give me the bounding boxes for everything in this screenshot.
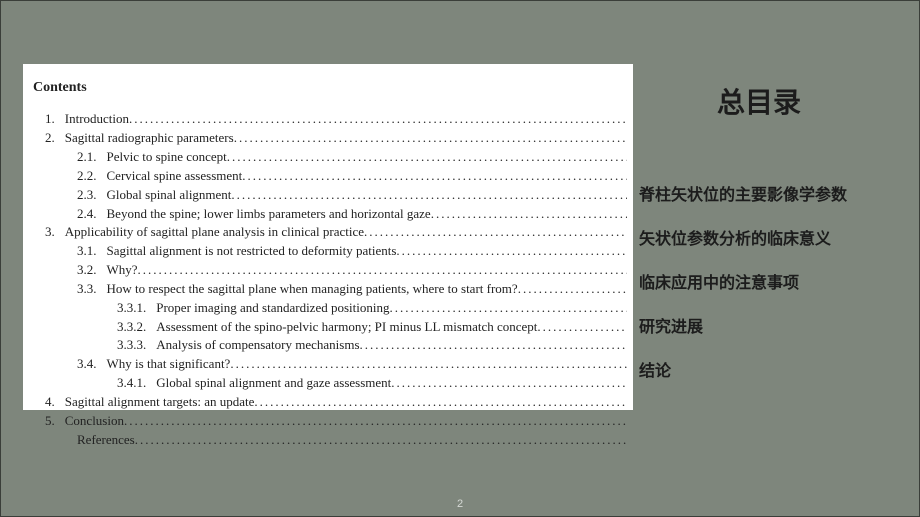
toc-text: Pelvic to spine concept [107, 148, 227, 167]
toc-leader [360, 336, 627, 355]
toc-text: Proper imaging and standardized position… [156, 299, 389, 318]
toc-row: 3.2. Why? [29, 261, 627, 280]
toc-row: 3.1. Sagittal alignment is not restricted… [29, 242, 627, 261]
toc-row: 2.4. Beyond the spine; lower limbs parame… [29, 205, 627, 224]
toc-text: Beyond the spine; lower limbs parameters… [107, 205, 431, 224]
toc-number: 2. [45, 129, 55, 148]
toc-leader [518, 280, 627, 299]
toc-row: 3.4.1. Global spinal alignment and gaze a… [29, 374, 627, 393]
toc-row: 2.3. Global spinal alignment [29, 186, 627, 205]
toc-leader [138, 261, 627, 280]
toc-text: Introduction [65, 110, 129, 129]
toc-number: 2.4. [77, 205, 97, 224]
toc-text: How to respect the sagittal plane when m… [107, 280, 518, 299]
toc-text: Applicability of sagittal plane analysis… [65, 223, 364, 242]
toc-list: 1. Introduction 2. Sagittal radiographic p… [29, 110, 627, 449]
toc-leader [227, 148, 627, 167]
toc-number: 5. [45, 412, 55, 431]
contents-heading: Contents [29, 78, 627, 98]
toc-number: 2.1. [77, 148, 97, 167]
toc-leader [129, 110, 627, 129]
toc-text: Sagittal alignment is not restricted to … [107, 242, 397, 261]
toc-number: 3.4.1. [117, 374, 146, 393]
toc-row: 3.3.3. Analysis of compensatory mechanism… [29, 336, 627, 355]
toc-row: 5. Conclusion [29, 412, 627, 431]
toc-row: 3.4. Why is that significant? [29, 355, 627, 374]
toc-text: Analysis of compensatory mechanisms [156, 336, 359, 355]
toc-text: Conclusion [65, 412, 124, 431]
right-list-item: 脊柱矢状位的主要影像学参数 [639, 181, 879, 205]
toc-number: 1. [45, 110, 55, 129]
toc-number: 2.2. [77, 167, 97, 186]
right-list-item: 结论 [639, 357, 879, 381]
toc-row: 3.3.1. Proper imaging and standardized po… [29, 299, 627, 318]
toc-leader [431, 205, 627, 224]
toc-text: Why is that significant? [107, 355, 231, 374]
right-title: 总目录 [639, 81, 879, 121]
right-panel: 总目录 脊柱矢状位的主要影像学参数矢状位参数分析的临床意义临床应用中的注意事项研… [639, 81, 879, 401]
toc-leader [231, 186, 627, 205]
toc-row: 4. Sagittal alignment targets: an update [29, 393, 627, 412]
toc-number: 3.1. [77, 242, 97, 261]
page-number: 2 [457, 498, 463, 510]
slide: Contents 1. Introduction 2. Sagittal radio… [0, 0, 920, 517]
contents-panel: Contents 1. Introduction 2. Sagittal radio… [23, 64, 633, 410]
toc-text: Cervical spine assessment [107, 167, 243, 186]
right-list: 脊柱矢状位的主要影像学参数矢状位参数分析的临床意义临床应用中的注意事项研究进展结… [639, 181, 879, 381]
right-list-item: 研究进展 [639, 313, 879, 337]
toc-row: 3.3.2. Assessment of the spino-pelvic har… [29, 318, 627, 337]
toc-text: Sagittal alignment targets: an update [65, 393, 255, 412]
toc-leader [364, 223, 627, 242]
toc-number: 3. [45, 223, 55, 242]
toc-row: 3. Applicability of sagittal plane analys… [29, 223, 627, 242]
toc-number: 4. [45, 393, 55, 412]
toc-row: 2.1. Pelvic to spine concept [29, 148, 627, 167]
toc-number: 3.3.1. [117, 299, 146, 318]
toc-leader [396, 242, 627, 261]
toc-number: 3.4. [77, 355, 97, 374]
toc-text: References [77, 431, 135, 450]
toc-number: 3.3.3. [117, 336, 146, 355]
toc-row: 2.2. Cervical spine assessment [29, 167, 627, 186]
toc-text: Global spinal alignment [107, 186, 232, 205]
toc-leader [230, 355, 627, 374]
toc-number: 2.3. [77, 186, 97, 205]
toc-leader [254, 393, 627, 412]
toc-number: 3.2. [77, 261, 97, 280]
toc-row: 2. Sagittal radiographic parameters [29, 129, 627, 148]
toc-leader [135, 431, 627, 450]
toc-leader [537, 318, 627, 337]
toc-text: Sagittal radiographic parameters [65, 129, 234, 148]
toc-leader [234, 129, 627, 148]
right-list-item: 矢状位参数分析的临床意义 [639, 225, 879, 249]
toc-leader [391, 374, 627, 393]
toc-leader [124, 412, 627, 431]
right-list-item: 临床应用中的注意事项 [639, 269, 879, 293]
toc-row: 3.3. How to respect the sagittal plane wh… [29, 280, 627, 299]
toc-text: Global spinal alignment and gaze assessm… [156, 374, 391, 393]
toc-row: References [29, 431, 627, 450]
toc-number: 3.3. [77, 280, 97, 299]
toc-leader [389, 299, 627, 318]
toc-text: Assessment of the spino-pelvic harmony; … [156, 318, 537, 337]
toc-leader [242, 167, 627, 186]
toc-number: 3.3.2. [117, 318, 146, 337]
toc-text: Why? [107, 261, 138, 280]
toc-row: 1. Introduction [29, 110, 627, 129]
